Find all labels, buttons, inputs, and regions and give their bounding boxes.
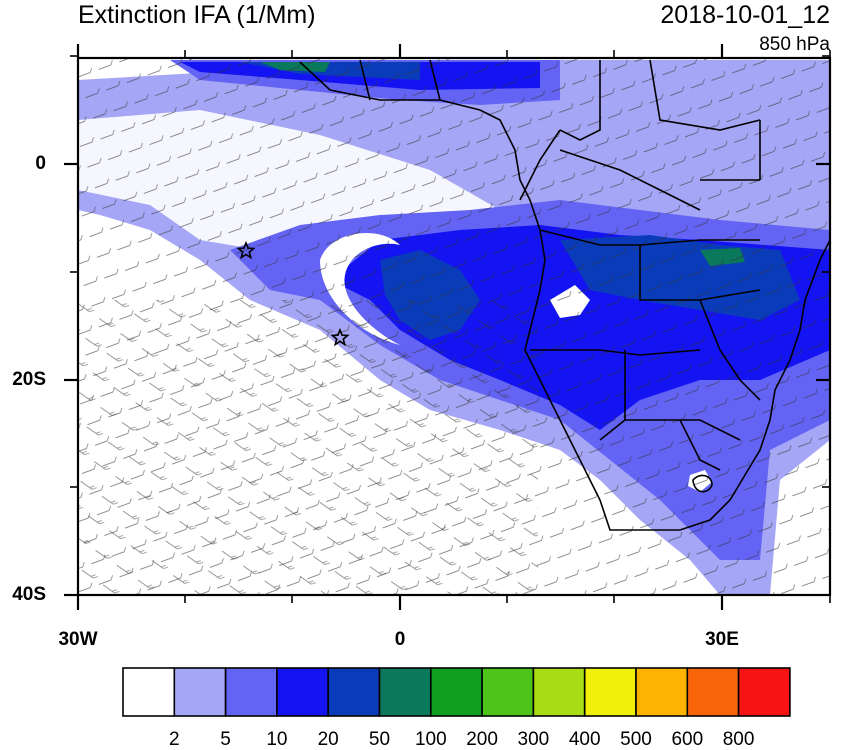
colorbar-label: 100: [414, 729, 447, 750]
star-marker: [330, 327, 350, 347]
colorbar-label: 5: [220, 729, 231, 750]
colorbar-swatch: [276, 667, 329, 717]
colorbar-label: 2: [169, 729, 180, 750]
colorbar-swatch: [429, 667, 483, 717]
colorbar-swatch: [378, 667, 432, 717]
colorbar-swatch: [583, 667, 637, 717]
y-tick-label: 20S: [12, 369, 46, 390]
colorbar-label: 500: [620, 729, 652, 750]
colorbar-swatch: [327, 667, 381, 717]
plot-title: Extinction IFA (1/Mm): [78, 1, 316, 29]
y-tick-label: 0: [35, 153, 46, 174]
colorbar-label: 200: [466, 729, 498, 750]
colorbar-swatch: [635, 667, 689, 717]
colorbar-label: 400: [568, 729, 601, 750]
colorbar-swatch: [737, 667, 791, 717]
x-tick-label: 0: [394, 629, 406, 650]
colorbar-swatch: [481, 667, 535, 717]
plot-datetime: 2018-10-01_12: [660, 1, 830, 29]
y-tick-label: 40S: [12, 584, 46, 605]
coastline-borders: [299, 59, 830, 531]
colorbar-label: 50: [368, 729, 391, 750]
plot-area: [78, 58, 830, 595]
colorbar-label: 800: [722, 729, 755, 750]
colorbar-swatch: [173, 667, 227, 717]
x-tick-label: 30W: [58, 629, 98, 650]
axis-ticks: [64, 44, 830, 610]
x-tick-label: 30E: [705, 629, 739, 650]
colorbar-swatch: [532, 667, 586, 717]
colorbar-label: 600: [671, 729, 704, 750]
colorbar-swatch: [686, 667, 740, 717]
minor-ticks: [70, 50, 831, 603]
colorbar-label: 20: [317, 729, 339, 750]
colorbar-swatch: [224, 667, 278, 717]
pressure-level: 850 hPa: [759, 34, 830, 55]
colorbar-label: 10: [266, 729, 288, 750]
plot-frame: [76, 56, 832, 597]
colorbar-label: 300: [517, 729, 550, 750]
station-markers: [236, 240, 350, 347]
colorbar: [122, 667, 791, 717]
star-marker: [236, 240, 256, 260]
colorbar-swatch: [122, 667, 176, 717]
